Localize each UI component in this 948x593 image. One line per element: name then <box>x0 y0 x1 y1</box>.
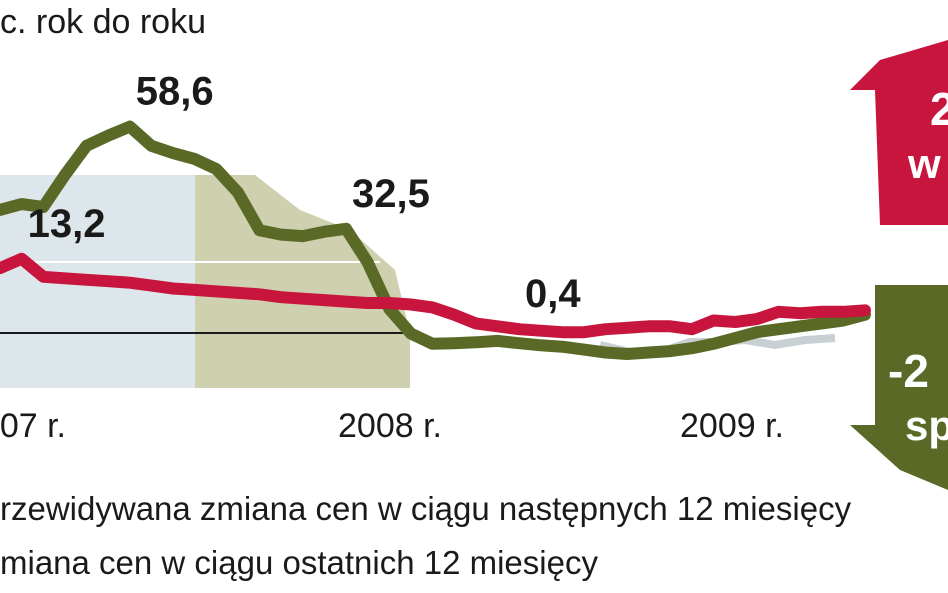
series-line-1 <box>0 252 871 339</box>
unit-label: c. rok do roku <box>0 3 206 41</box>
badge-down-value: -2 <box>888 345 929 397</box>
badge-up: 2 w <box>850 40 948 225</box>
badge-up-subtext: w <box>907 140 941 187</box>
legend-item-last12: miana cen w ciągu ostatnich 12 miesięcy <box>0 544 598 581</box>
badge-up-arrow <box>850 40 948 225</box>
badge-down-arrow <box>850 285 948 490</box>
x-tick-label: 2009 r. <box>680 407 784 445</box>
badge-down: -2 sp <box>850 285 948 490</box>
data-label: 32,5 <box>352 172 430 216</box>
series-line-0 <box>0 120 871 360</box>
x-tick-label: 2007 r. <box>0 407 66 445</box>
x-tick-label: 2008 r. <box>338 407 442 445</box>
data-label: 0,4 <box>525 272 581 316</box>
legend-item-expected: rzewidywana zmiana cen w ciągu następnyc… <box>0 490 852 527</box>
badge-up-value: 2 <box>930 83 948 135</box>
data-label: 13,2 <box>28 202 106 246</box>
badge-down-subtext: sp <box>905 402 948 449</box>
background-band-olive <box>195 175 410 388</box>
data-label: 58,6 <box>136 70 214 114</box>
